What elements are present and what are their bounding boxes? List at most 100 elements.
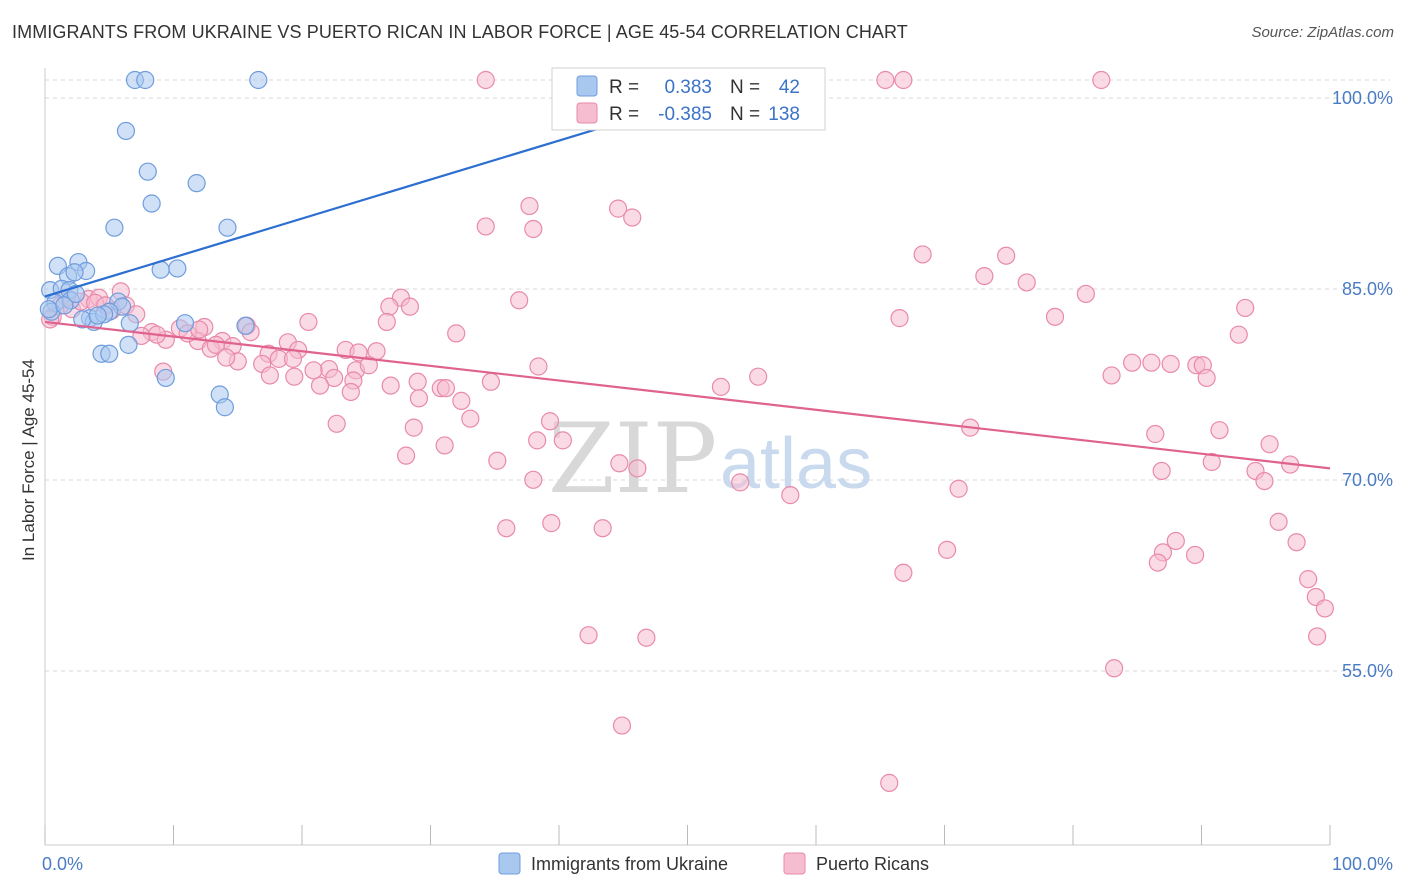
puerto-rican-point-9 xyxy=(524,219,543,239)
stats-n-label-pink: N = xyxy=(730,104,760,125)
ukraine-point-35 xyxy=(156,368,175,388)
puerto-rican-point-85 xyxy=(488,451,507,470)
puerto-rican-point-0 xyxy=(476,70,495,90)
puerto-rican-point-17 xyxy=(400,297,420,316)
puerto-rican-point-53 xyxy=(1161,354,1180,374)
puerto-rican-point-24 xyxy=(1229,325,1248,344)
x-tick-label-max: 100.0% xyxy=(1332,854,1393,874)
puerto-rican-point-49 xyxy=(359,356,378,375)
puerto-rican-point-63 xyxy=(408,372,427,391)
puerto-rican-point-136 xyxy=(217,348,236,367)
puerto-rican-point-76 xyxy=(404,418,423,437)
puerto-rican-point-96 xyxy=(781,486,800,505)
puerto-rican-point-66 xyxy=(381,376,400,395)
puerto-rican-point-91 xyxy=(1255,472,1274,491)
stats-r-value-blue: 0.383 xyxy=(664,77,712,98)
puerto-rican-point-75 xyxy=(327,414,346,433)
puerto-rican-point-7 xyxy=(623,208,642,227)
watermark: ZIP atlas xyxy=(548,403,872,515)
legend-label-ukraine: Immigrants from Ukraine xyxy=(531,854,728,874)
legend-swatch-puerto-ricans xyxy=(783,852,806,875)
puerto-rican-point-14 xyxy=(1076,284,1095,304)
puerto-rican-point-71 xyxy=(409,389,429,408)
puerto-rican-point-97 xyxy=(497,519,516,538)
puerto-rican-point-16 xyxy=(510,291,529,310)
puerto-rican-point-18 xyxy=(380,297,399,316)
chart-title: IMMIGRANTS FROM UKRAINE VS PUERTO RICAN … xyxy=(12,22,908,42)
puerto-rican-point-12 xyxy=(975,266,994,286)
stats-n-value-pink: 138 xyxy=(768,104,800,125)
puerto-rican-point-10 xyxy=(913,245,932,264)
puerto-rican-point-106 xyxy=(1166,531,1185,551)
puerto-rican-point-110 xyxy=(1315,599,1334,618)
puerto-rican-point-6 xyxy=(609,199,628,218)
ukraine-point-2 xyxy=(249,70,268,90)
y-axis-title: In Labor Force | Age 45-54 xyxy=(19,359,38,561)
puerto-rican-point-93 xyxy=(731,473,750,492)
ukraine-point-32 xyxy=(119,335,138,354)
puerto-rican-point-112 xyxy=(579,626,598,645)
y-tick-label-85: 85.0% xyxy=(1342,279,1393,299)
puerto-rican-point-61 xyxy=(325,368,344,388)
puerto-rican-point-115 xyxy=(612,716,632,735)
puerto-rican-point-21 xyxy=(1045,307,1065,326)
puerto-rican-point-3 xyxy=(894,70,913,90)
puerto-rican-point-87 xyxy=(610,454,629,473)
puerto-rican-point-68 xyxy=(436,379,456,398)
legend-label-puerto-ricans: Puerto Ricans xyxy=(816,854,929,874)
x-ticks xyxy=(44,825,1331,845)
puerto-rican-point-104 xyxy=(1185,545,1205,565)
ukraine-point-40 xyxy=(66,284,85,304)
puerto-rican-point-78 xyxy=(1210,421,1229,440)
ukraine-point-4 xyxy=(138,162,157,181)
stats-r-label-blue: R = xyxy=(609,77,639,98)
ukraine-point-1 xyxy=(136,70,155,90)
ukraine-point-5 xyxy=(187,174,206,193)
chart-source: Source: ZipAtlas.com xyxy=(1251,24,1394,41)
stats-n-value-blue: 42 xyxy=(779,77,800,98)
puerto-rican-point-4 xyxy=(1092,70,1111,90)
puerto-rican-point-65 xyxy=(310,376,330,395)
stats-r-value-pink: -0.385 xyxy=(658,104,712,125)
trend-lines xyxy=(44,100,1331,470)
puerto-rican-point-22 xyxy=(377,312,396,332)
ukraine-point-37 xyxy=(215,398,234,417)
puerto-rican-point-99 xyxy=(593,519,612,538)
puerto-ricans-trend-line xyxy=(44,320,1331,470)
stats-legend-box: R = 0.383 N = 42 R = -0.385 N = 138 xyxy=(551,67,826,131)
puerto-rican-point-64 xyxy=(481,372,500,391)
puerto-rican-point-5 xyxy=(520,196,539,216)
ukraine-point-38 xyxy=(39,300,58,319)
y-tick-label-100: 100.0% xyxy=(1332,88,1393,108)
puerto-rican-point-92 xyxy=(524,470,543,489)
puerto-rican-point-137 xyxy=(304,361,323,380)
puerto-rican-point-52 xyxy=(1123,353,1142,372)
puerto-rican-point-57 xyxy=(749,367,768,386)
legend-swatch-ukraine xyxy=(498,852,521,875)
puerto-rican-point-50 xyxy=(529,357,548,376)
puerto-rican-point-23 xyxy=(299,312,318,332)
stats-r-label-pink: R = xyxy=(609,104,639,125)
puerto-rican-point-51 xyxy=(1142,353,1161,372)
puerto-rican-point-44 xyxy=(283,349,303,368)
puerto-rican-point-11 xyxy=(997,246,1016,265)
x-tick-label-min: 0.0% xyxy=(42,854,83,874)
puerto-rican-point-72 xyxy=(452,391,471,410)
puerto-rican-point-34 xyxy=(447,324,466,343)
puerto-rican-point-95 xyxy=(949,479,968,498)
ukraine-point-30 xyxy=(175,314,195,333)
ukraine-point-41 xyxy=(88,306,107,325)
ukraine-point-8 xyxy=(218,218,237,237)
puerto-rican-point-116 xyxy=(880,773,899,792)
ukraine-point-31 xyxy=(236,316,255,335)
stats-swatch-pink xyxy=(576,102,598,124)
y-tick-label-70: 70.0% xyxy=(1342,470,1393,490)
ukraine-point-29 xyxy=(120,314,139,333)
puerto-rican-point-84 xyxy=(396,446,416,465)
ukraine-point-15 xyxy=(168,259,187,278)
puerto-rican-point-58 xyxy=(1197,368,1216,388)
puerto-rican-point-13 xyxy=(1017,273,1036,292)
puerto-rican-point-101 xyxy=(937,540,957,559)
puerto-rican-point-98 xyxy=(542,514,561,533)
